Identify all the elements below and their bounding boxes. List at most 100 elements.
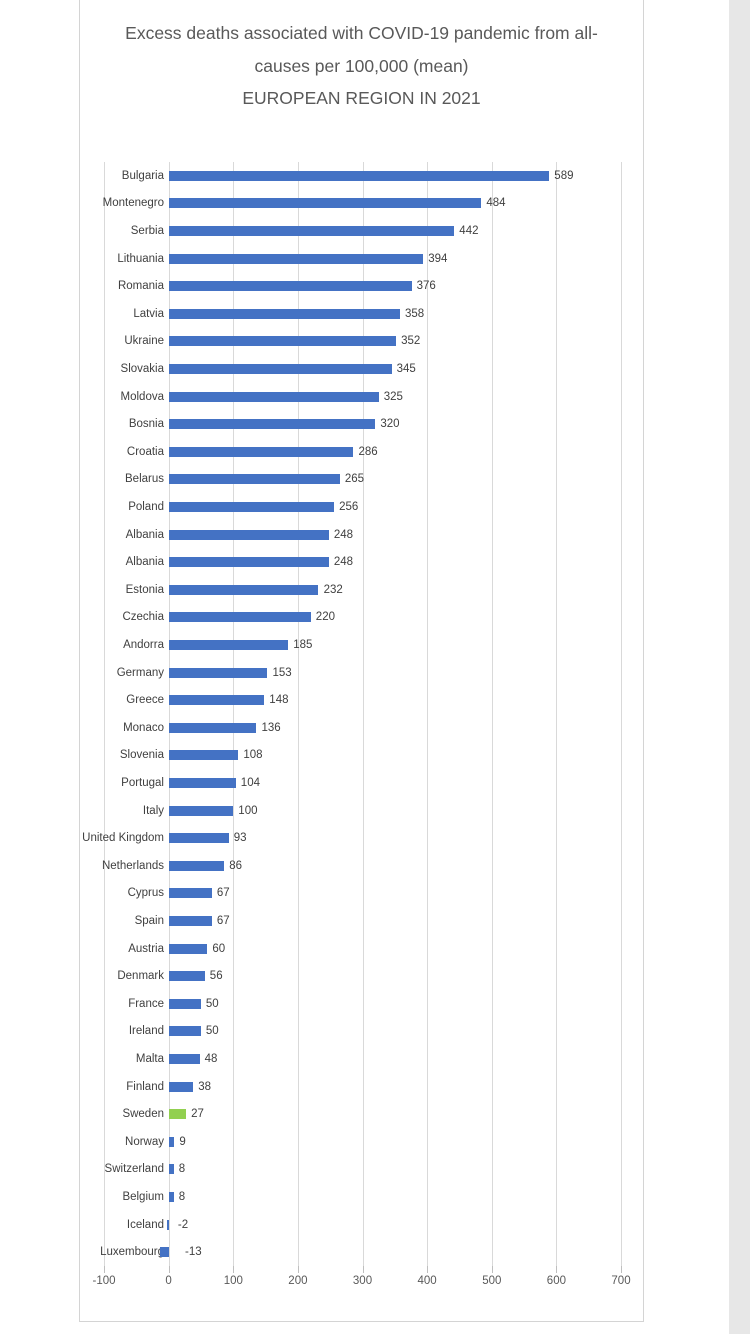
category-label-finland: Finland xyxy=(126,1080,164,1093)
bar-finland xyxy=(168,1081,194,1092)
category-label-iceland: Iceland xyxy=(126,1218,164,1231)
category-label-ukraine: Ukraine xyxy=(124,335,164,348)
bar-czechia xyxy=(168,612,311,623)
value-label-austria: 60 xyxy=(212,942,226,955)
category-label-switzerland: Switzerland xyxy=(104,1163,164,1176)
gridline-600 xyxy=(556,162,558,1266)
value-label-italy: 100 xyxy=(238,804,258,817)
value-label-czechia: 220 xyxy=(315,611,335,624)
bar-latvia xyxy=(168,308,400,319)
value-label-greece: 148 xyxy=(269,694,289,707)
bar-luxembourg xyxy=(160,1247,169,1258)
value-label-latvia: 358 xyxy=(405,307,425,320)
category-label-france: France xyxy=(128,997,164,1010)
value-label-ireland: 50 xyxy=(205,1025,219,1038)
chart-title-line-3: EUROPEAN REGION IN 2021 xyxy=(242,88,481,108)
x-axis-label--100: -100 xyxy=(92,1275,116,1287)
bar-denmark xyxy=(168,971,205,982)
value-label-moldova: 325 xyxy=(383,390,403,403)
value-label-france: 50 xyxy=(205,997,219,1010)
bar-bosnia xyxy=(168,419,376,430)
value-label-serbia: 442 xyxy=(459,225,479,237)
bar-spain xyxy=(168,916,212,926)
bar-monaco xyxy=(168,722,257,733)
category-label-andorra: Andorra xyxy=(123,639,164,651)
value-label-estonia: 232 xyxy=(323,583,343,596)
category-label-latvia: Latvia xyxy=(133,307,164,320)
bar-croatia xyxy=(168,446,354,457)
category-label-sweden: Sweden xyxy=(122,1108,164,1121)
category-label-belgium: Belgium xyxy=(122,1191,164,1203)
category-label-greece: Greece xyxy=(126,694,164,707)
axis-tickmark-100 xyxy=(233,1266,235,1273)
value-label-lithuania: 394 xyxy=(428,252,448,265)
x-axis-label-0: 0 xyxy=(165,1275,172,1287)
plot-area: -100 0 100 200 300 400 500 600 700 Bulgaria 589 Mon… xyxy=(82,162,631,1287)
bar-lithuania xyxy=(168,253,424,264)
bar-cyprus xyxy=(168,888,212,899)
bar-portugal xyxy=(168,778,236,788)
x-axis-label-500: 500 xyxy=(482,1275,502,1287)
bar-albania xyxy=(168,529,329,540)
category-label-slovenia: Slovenia xyxy=(119,749,164,762)
value-label-ukraine: 352 xyxy=(401,335,421,348)
category-label-serbia: Serbia xyxy=(130,225,164,237)
gridline-0 xyxy=(168,162,170,1266)
chart-title-line-2: causes per 100,000 (mean) xyxy=(254,55,469,76)
value-label-andorra: 185 xyxy=(293,639,313,651)
category-label-netherlands: Netherlands xyxy=(101,859,164,872)
category-label-portugal: Portugal xyxy=(121,777,164,789)
category-label-germany: Germany xyxy=(116,666,164,679)
bar-moldova xyxy=(168,391,379,402)
axis-tickmark--100 xyxy=(104,1266,105,1273)
x-axis-label-700: 700 xyxy=(611,1275,631,1287)
value-label-belgium: 8 xyxy=(178,1191,186,1203)
bar-austria xyxy=(168,943,208,954)
bar-sweden xyxy=(168,1109,186,1120)
value-label-iceland: -2 xyxy=(177,1218,189,1231)
category-label-united-kingdom: United Kingdom xyxy=(82,832,164,845)
value-label-croatia: 286 xyxy=(358,445,378,458)
bar-romania xyxy=(168,281,412,292)
bar-ireland xyxy=(168,1026,201,1037)
axis-tickmark-600 xyxy=(556,1266,558,1273)
category-label-lithuania: Lithuania xyxy=(117,252,164,265)
x-axis-label-100: 100 xyxy=(223,1275,243,1287)
value-label-luxembourg: -13 xyxy=(185,1246,202,1259)
chart-title-line-1: Excess deaths associated with COVID-19 p… xyxy=(125,23,598,43)
gridline-700 xyxy=(621,162,622,1266)
axis-tickmark-700 xyxy=(621,1266,622,1273)
value-label-monaco: 136 xyxy=(261,721,281,734)
chart-title: Excess deaths associated with COVID-19 p… xyxy=(80,17,643,115)
category-label-monaco: Monaco xyxy=(123,721,164,734)
category-label-croatia: Croatia xyxy=(126,445,164,458)
value-label-denmark: 56 xyxy=(209,970,223,983)
axis-tickmark-500 xyxy=(491,1266,493,1273)
gridline-500 xyxy=(491,162,493,1266)
bar-malta xyxy=(168,1054,200,1064)
bar-belgium xyxy=(168,1192,174,1202)
category-label-montenegro: Montenegro xyxy=(102,197,164,210)
value-label-albania: 248 xyxy=(333,556,354,569)
bar-poland xyxy=(168,502,334,512)
value-label-cyprus: 67 xyxy=(216,887,230,900)
bar-andorra xyxy=(168,640,289,650)
value-label-slovakia: 345 xyxy=(396,363,416,375)
axis-tickmark-300 xyxy=(362,1266,364,1273)
category-label-denmark: Denmark xyxy=(117,970,164,983)
gridline--100 xyxy=(104,162,105,1266)
value-label-finland: 38 xyxy=(198,1080,211,1093)
bar-albania xyxy=(168,557,329,568)
bar-bulgaria xyxy=(168,170,550,181)
category-label-poland: Poland xyxy=(128,501,164,513)
value-label-slovenia: 108 xyxy=(243,749,263,762)
category-label-bulgaria: Bulgaria xyxy=(121,169,164,182)
bar-norway xyxy=(168,1136,175,1147)
value-label-malta: 48 xyxy=(204,1053,218,1065)
category-label-albania: Albania xyxy=(125,556,164,569)
value-label-bulgaria: 589 xyxy=(554,169,574,182)
axis-tickmark-0 xyxy=(168,1266,170,1273)
value-label-germany: 153 xyxy=(272,666,292,679)
x-axis-label-400: 400 xyxy=(417,1275,437,1287)
bar-slovenia xyxy=(168,750,239,761)
